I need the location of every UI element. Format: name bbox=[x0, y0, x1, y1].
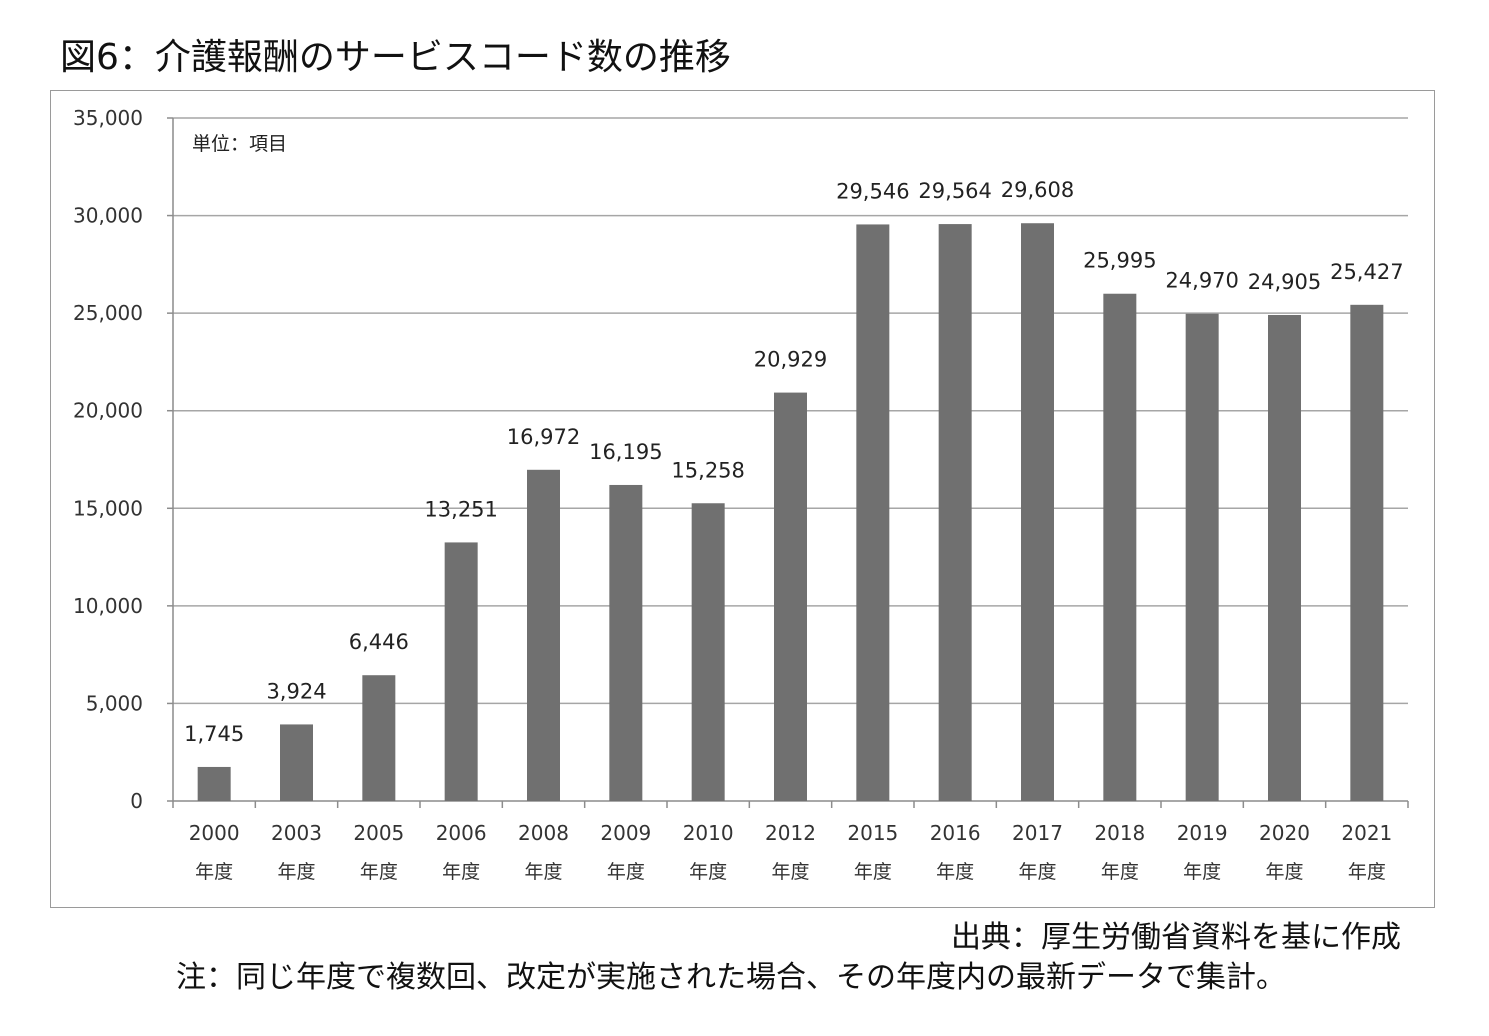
data-label-2016: 29,564 bbox=[918, 179, 991, 203]
unit-label: 単位：項目 bbox=[192, 133, 287, 155]
x-tick-label-year: 2006 bbox=[436, 821, 487, 845]
bar-2012 bbox=[774, 392, 807, 801]
data-label-2012: 20,929 bbox=[754, 348, 827, 372]
data-label-2006: 13,251 bbox=[424, 497, 497, 521]
data-label-2015: 29,546 bbox=[836, 179, 909, 203]
bars bbox=[197, 223, 1384, 802]
x-tick-label-suffix: 年度 bbox=[607, 861, 645, 883]
x-tick-label-year: 2020 bbox=[1259, 821, 1310, 845]
y-tick-label: 25,000 bbox=[73, 301, 143, 325]
x-tick-label-year: 2010 bbox=[683, 821, 734, 845]
y-tick-label: 10,000 bbox=[73, 594, 143, 618]
x-tick-label-year: 2015 bbox=[847, 821, 898, 845]
x-tick-label-year: 2016 bbox=[930, 821, 981, 845]
bar-2000 bbox=[197, 766, 231, 801]
data-label-2005: 6,446 bbox=[349, 630, 409, 654]
x-tick-label-suffix: 年度 bbox=[195, 861, 233, 883]
x-tick-label-suffix: 年度 bbox=[689, 861, 727, 883]
x-tick-label-year: 2017 bbox=[1012, 821, 1063, 845]
x-tick-label-year: 2008 bbox=[518, 821, 569, 845]
x-tick-label-suffix: 年度 bbox=[524, 861, 562, 883]
data-label-2010: 15,258 bbox=[671, 458, 744, 482]
bar-2020 bbox=[1268, 314, 1301, 801]
bar-2016 bbox=[938, 224, 972, 801]
bar-2018 bbox=[1103, 293, 1137, 801]
data-label-2000: 1,745 bbox=[184, 722, 244, 746]
x-tick-label-year: 2009 bbox=[600, 821, 651, 845]
x-tick-label-year: 2012 bbox=[765, 821, 816, 845]
data-label-2003: 3,924 bbox=[266, 679, 326, 703]
bar-2017 bbox=[1021, 223, 1054, 802]
y-tick-labels: 0 5,000 10,000 15,000 20,000 25,000 30,000 35,0… bbox=[73, 106, 143, 813]
bar-2009 bbox=[609, 484, 643, 801]
footnote: 注：同じ年度で複数回、改定が実施された場合、その年度内の最新データで集計。 bbox=[176, 960, 1286, 995]
y-tick-label: 5,000 bbox=[86, 691, 143, 715]
data-label-2008: 16,972 bbox=[507, 425, 580, 449]
x-tick-label-suffix: 年度 bbox=[1265, 861, 1303, 883]
chart-title: 図6：介護報酬のサービスコード数の推移 bbox=[60, 37, 731, 78]
bar-2003 bbox=[280, 724, 313, 801]
x-tick-label-year: 2018 bbox=[1094, 821, 1145, 845]
data-label-2009: 16,195 bbox=[589, 440, 662, 464]
data-labels: 1,745 3,924 6,446 13,251 16,972 16,195 15,258 2… bbox=[184, 178, 1403, 746]
x-tick-label-suffix: 年度 bbox=[442, 861, 480, 883]
bar-2019 bbox=[1185, 313, 1219, 801]
y-tick-label: 0 bbox=[130, 789, 143, 813]
x-tick-label-year: 2003 bbox=[271, 821, 322, 845]
bar-2006 bbox=[444, 542, 478, 801]
y-tick-label: 35,000 bbox=[73, 106, 143, 130]
bar-2005 bbox=[362, 675, 396, 801]
bar-2008 bbox=[527, 469, 560, 801]
bar-2021 bbox=[1350, 304, 1384, 801]
x-tick-label-year: 2000 bbox=[189, 821, 240, 845]
x-tick-label-suffix: 年度 bbox=[277, 861, 315, 883]
y-tick-label: 30,000 bbox=[73, 204, 143, 228]
data-label-2021: 25,427 bbox=[1330, 260, 1403, 284]
data-label-2019: 24,970 bbox=[1165, 269, 1238, 293]
x-tick-label-year: 2019 bbox=[1177, 821, 1228, 845]
x-tick-label-year: 2021 bbox=[1341, 821, 1392, 845]
bar-2015 bbox=[856, 224, 890, 801]
x-tick-label-suffix: 年度 bbox=[771, 861, 809, 883]
x-tick-label-year: 2005 bbox=[353, 821, 404, 845]
bar-2010 bbox=[691, 503, 725, 801]
data-label-2020: 24,905 bbox=[1248, 270, 1321, 294]
x-tick-label-suffix: 年度 bbox=[1101, 861, 1139, 883]
source-note: 出典：厚生労働省資料を基に作成 bbox=[951, 920, 1401, 955]
x-tick-label-suffix: 年度 bbox=[1348, 861, 1386, 883]
y-tick-label: 20,000 bbox=[73, 399, 143, 423]
x-tick-label-suffix: 年度 bbox=[854, 861, 892, 883]
x-tick-label-suffix: 年度 bbox=[1183, 861, 1221, 883]
y-tick-label: 15,000 bbox=[73, 496, 143, 520]
x-tick-label-suffix: 年度 bbox=[360, 861, 398, 883]
x-tick-labels: 2000 年度 2003 年度 2005 年度 2006 年度 2008 年度 2009 年度 2010… bbox=[189, 821, 1393, 883]
x-tick-label-suffix: 年度 bbox=[1018, 861, 1056, 883]
data-label-2017: 29,608 bbox=[1001, 178, 1074, 202]
data-label-2018: 25,995 bbox=[1083, 249, 1156, 273]
x-tick-label-suffix: 年度 bbox=[936, 861, 974, 883]
